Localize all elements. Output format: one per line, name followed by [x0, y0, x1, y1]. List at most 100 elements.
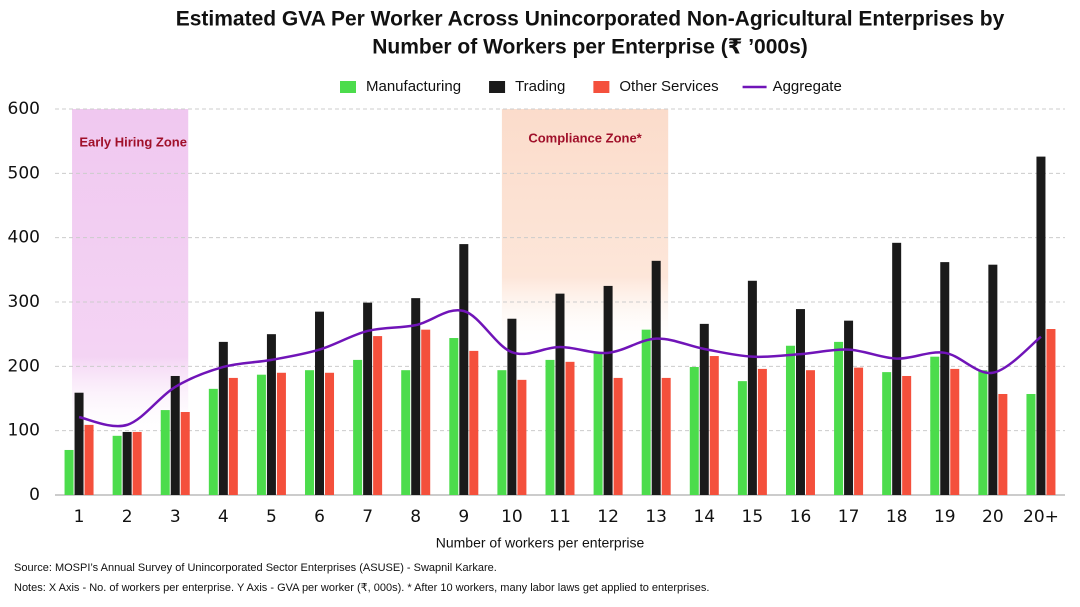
bar — [401, 370, 411, 495]
bar — [699, 323, 709, 495]
legend-swatch — [593, 81, 610, 93]
bar — [208, 388, 218, 495]
bar — [353, 359, 363, 495]
bar — [545, 359, 555, 495]
bar — [1026, 393, 1036, 495]
legend-swatch — [489, 81, 506, 93]
x-tick-label: 18 — [886, 507, 908, 527]
y-tick-label: 500 — [8, 163, 40, 183]
bar — [469, 350, 479, 495]
x-tick-label: 17 — [838, 507, 860, 527]
x-tick-label: 20 — [982, 507, 1004, 527]
bar — [882, 372, 892, 495]
bar — [593, 352, 603, 495]
bar — [363, 302, 373, 495]
bar — [892, 242, 902, 495]
bar — [709, 356, 719, 495]
bar — [1046, 329, 1056, 495]
bar — [1036, 156, 1046, 495]
bar — [517, 379, 527, 495]
y-tick-label: 400 — [8, 228, 40, 248]
bar — [613, 377, 623, 495]
zone — [501, 109, 669, 349]
x-tick-label: 19 — [934, 507, 956, 527]
bar — [940, 262, 950, 495]
bar — [256, 374, 266, 495]
notes: Notes: X Axis - No. of workers per enter… — [14, 582, 709, 594]
bar — [266, 334, 276, 495]
bar — [747, 280, 757, 495]
bar — [998, 393, 1008, 495]
bar — [661, 377, 671, 495]
bar — [315, 311, 325, 495]
x-tick-label: 1 — [74, 507, 85, 527]
bar — [603, 285, 613, 495]
bar — [373, 336, 383, 495]
x-tick-label: 7 — [362, 507, 373, 527]
bar — [795, 309, 805, 495]
x-tick-label: 10 — [501, 507, 523, 527]
legend-label: Manufacturing — [366, 78, 461, 95]
bar — [228, 377, 238, 495]
bar — [497, 370, 507, 495]
x-tick-label: 3 — [170, 507, 181, 527]
chart-title: Estimated GVA Per Worker Across Unincorp… — [176, 8, 1005, 31]
bar — [757, 368, 767, 495]
bar — [305, 370, 315, 495]
x-tick-label: 12 — [597, 507, 619, 527]
zone — [72, 109, 189, 439]
x-tick-label: 16 — [790, 507, 812, 527]
bar — [459, 244, 469, 495]
bar — [411, 298, 421, 495]
bar — [844, 320, 854, 495]
bar — [64, 449, 74, 495]
bar — [218, 341, 228, 495]
x-tick-label: 4 — [218, 507, 229, 527]
x-tick-label: 20+ — [1023, 507, 1059, 527]
x-axis-label: Number of workers per enterprise — [436, 535, 645, 551]
bar — [737, 381, 747, 495]
legend-label: Trading — [515, 78, 565, 95]
legend-label: Other Services — [619, 78, 718, 95]
x-tick-label: 15 — [742, 507, 764, 527]
bar — [276, 372, 286, 495]
x-tick-label: 9 — [458, 507, 469, 527]
bar — [325, 372, 335, 495]
bar — [988, 264, 998, 495]
y-tick-label: 600 — [8, 99, 40, 119]
x-tick-label: 5 — [266, 507, 277, 527]
x-tick-label: 13 — [645, 507, 667, 527]
bar — [74, 392, 84, 495]
annotation: Early Hiring Zone — [79, 134, 187, 149]
x-tick-label: 8 — [410, 507, 421, 527]
y-tick-label: 200 — [8, 356, 40, 376]
annotation: Compliance Zone* — [528, 130, 642, 145]
bar — [902, 375, 912, 495]
bar — [651, 260, 661, 495]
bar — [112, 435, 122, 495]
bar — [132, 431, 142, 495]
bar — [449, 338, 459, 495]
bar — [805, 370, 815, 495]
x-tick-label: 14 — [693, 507, 715, 527]
y-tick-label: 300 — [8, 292, 40, 312]
bar — [84, 424, 94, 495]
bar — [507, 318, 517, 495]
bar — [421, 329, 431, 495]
bar — [641, 329, 651, 495]
chart-title: Number of Workers per Enterprise (₹ ’000… — [372, 36, 808, 59]
bar — [122, 431, 132, 495]
legend-swatch — [340, 81, 356, 93]
source: Source: MOSPI’s Annual Survey of Unincor… — [14, 562, 497, 574]
bar — [930, 356, 940, 495]
bar — [180, 412, 190, 495]
x-tick-label: 11 — [549, 507, 571, 527]
line — [78, 308, 1042, 428]
x-tick-label: 6 — [314, 507, 325, 527]
y-tick-label: 0 — [29, 485, 40, 505]
bar — [785, 345, 795, 495]
zones — [72, 109, 669, 439]
bar — [689, 366, 699, 495]
bar — [160, 410, 170, 495]
